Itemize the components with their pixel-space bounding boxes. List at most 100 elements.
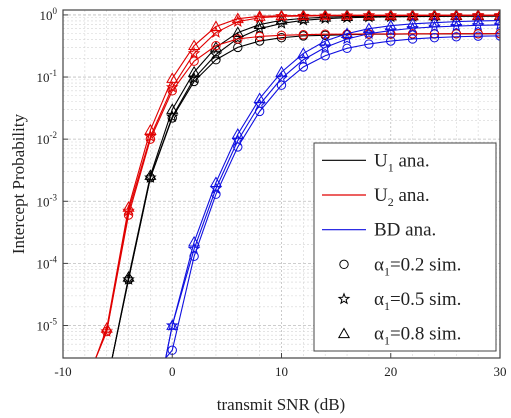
y-tick-label: 10-3 <box>37 192 58 209</box>
series-line <box>165 24 500 358</box>
data-point <box>340 10 354 20</box>
data-point <box>189 56 199 66</box>
data-point <box>233 34 243 44</box>
data-point <box>450 10 463 21</box>
y-axis-label: Intercept Probability <box>9 113 28 254</box>
data-point <box>166 72 179 83</box>
data-point <box>166 319 179 330</box>
legend-entry: U2 ana. <box>322 185 430 209</box>
data-point <box>144 123 157 135</box>
data-point <box>275 10 288 21</box>
data-point <box>253 18 266 29</box>
data-point <box>318 40 332 53</box>
data-point <box>384 19 397 31</box>
data-point <box>428 20 441 33</box>
x-tick-label: 20 <box>384 364 397 379</box>
series-layer <box>95 10 500 358</box>
data-point <box>188 235 201 247</box>
legend-box <box>313 142 497 352</box>
data-point <box>342 43 352 54</box>
data-point <box>298 30 309 40</box>
data-point <box>298 62 309 72</box>
data-point <box>318 10 332 22</box>
y-tick-label: 10-4 <box>37 254 58 271</box>
data-point <box>471 10 485 21</box>
data-point <box>122 270 135 282</box>
data-point <box>320 29 330 39</box>
data-point <box>276 30 287 40</box>
series-BD-alpha-0.8 <box>165 14 500 358</box>
data-point <box>450 10 463 20</box>
data-point <box>231 12 244 24</box>
axis-ticks: -10 0 10 20 30 10-5 10-4 10-3 10-2 10-1 100 <box>37 6 507 379</box>
data-point <box>450 19 463 32</box>
data-point <box>275 65 288 77</box>
data-point <box>297 53 310 66</box>
legend-label: U1 ana. <box>374 150 430 174</box>
data-point <box>320 51 330 61</box>
data-point <box>165 110 179 123</box>
data-point <box>362 10 375 20</box>
legend-entry: α1=0.5 sim. <box>337 289 461 313</box>
data-point <box>122 201 135 212</box>
data-point <box>188 39 201 51</box>
data-point <box>429 32 440 43</box>
legend-marker-swatch <box>337 327 351 339</box>
data-point <box>253 10 266 21</box>
series-U2-alpha-0.8 <box>95 10 500 358</box>
data-point <box>144 169 157 180</box>
data-point <box>188 65 201 77</box>
data-point <box>231 26 244 37</box>
data-point <box>340 27 354 39</box>
data-point <box>407 34 418 44</box>
data-point <box>386 36 396 46</box>
data-point <box>362 22 375 34</box>
legend-entry: BD ana. <box>322 220 436 241</box>
data-point <box>493 10 500 20</box>
legend-entry: α1=0.8 sim. <box>337 324 461 348</box>
data-point <box>276 32 287 43</box>
data-point <box>428 16 441 28</box>
data-point <box>407 29 418 39</box>
data-point <box>473 29 483 39</box>
data-point <box>384 23 398 36</box>
data-point <box>340 10 354 21</box>
data-point <box>493 14 500 26</box>
data-point <box>209 47 223 60</box>
data-point <box>254 31 265 42</box>
data-point <box>473 31 483 41</box>
data-point <box>472 14 485 26</box>
x-tick-label: 30 <box>494 364 507 379</box>
data-point <box>189 76 199 87</box>
data-point <box>471 18 485 31</box>
data-point <box>428 10 441 20</box>
series-line <box>111 15 500 358</box>
data-point <box>165 80 179 93</box>
data-point <box>253 92 266 103</box>
data-point <box>319 34 332 46</box>
data-point <box>342 29 352 39</box>
data-point <box>100 322 113 333</box>
data-point <box>297 10 310 20</box>
data-point <box>406 21 419 34</box>
data-point <box>362 27 376 39</box>
series-line <box>95 14 500 358</box>
data-point <box>362 10 376 21</box>
data-point <box>451 32 461 42</box>
data-point <box>451 29 461 39</box>
y-tick-label: 10-1 <box>37 68 58 85</box>
data-point <box>209 41 223 52</box>
series-line <box>165 20 500 358</box>
data-point <box>145 134 156 144</box>
legend-label: BD ana. <box>374 220 436 241</box>
data-point <box>253 22 266 35</box>
data-point <box>364 39 374 49</box>
y-tick-label: 10-2 <box>37 130 58 147</box>
x-tick-label: 0 <box>169 364 176 379</box>
data-point <box>231 133 245 146</box>
data-point <box>187 242 201 255</box>
data-point <box>144 129 157 142</box>
legend-marker-swatch <box>337 292 351 305</box>
data-point <box>297 47 310 58</box>
